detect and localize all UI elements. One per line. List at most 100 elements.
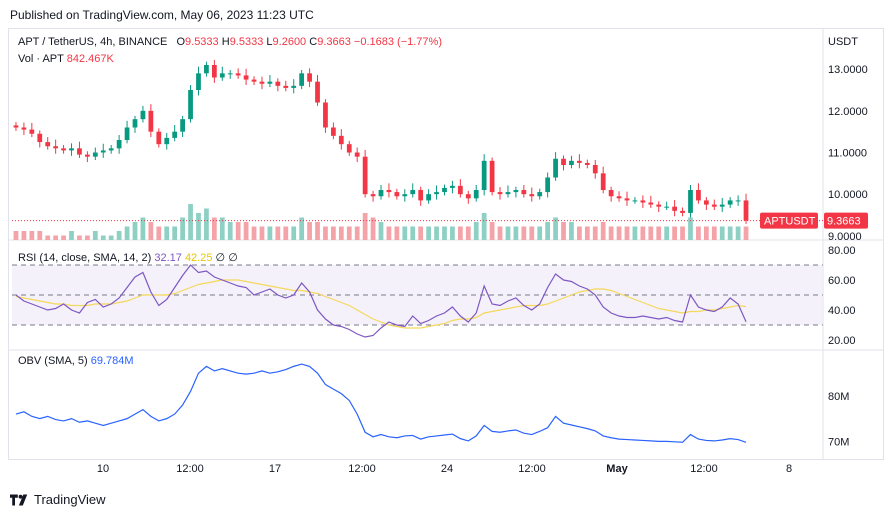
time-axis-tick: 12:00 (690, 463, 718, 475)
volume-bar (696, 226, 701, 240)
volume-bar (338, 226, 344, 240)
volume-bar (53, 235, 59, 240)
rsi-extra-2: ∅ (228, 252, 238, 264)
volume-bar (164, 226, 170, 240)
candle-body (497, 192, 503, 195)
candle-body (267, 81, 273, 84)
time-axis-tick: 12:00 (348, 463, 376, 475)
volume-bar (497, 226, 503, 240)
candle-body (719, 204, 725, 207)
price-axis-tick: 9.0000 (828, 231, 862, 243)
volume-bar (688, 217, 693, 240)
volume-bar (489, 222, 495, 240)
volume-bar (370, 217, 376, 240)
candle-body (172, 131, 178, 138)
candle-body (457, 185, 463, 195)
price-axis-tick: 13.0000 (828, 64, 868, 76)
time-axis-tick: 12:00 (176, 463, 204, 475)
candle-body (624, 198, 630, 201)
candle-body (465, 194, 471, 199)
volume-bar (283, 226, 289, 240)
volume-label: Vol · APT (18, 53, 64, 65)
rsi-extra-1: ∅ (215, 252, 226, 264)
volume-bar (275, 226, 281, 240)
candle-body (61, 148, 66, 151)
volume-bar (640, 226, 646, 240)
time-axis-tick: 17 (269, 463, 281, 475)
price-tag-value: 9.3663 (827, 216, 861, 228)
candle-body (53, 146, 59, 149)
rsi-label: RSI (14, close, SMA, 14, 2) (18, 252, 152, 264)
volume-bar (703, 226, 709, 240)
price-axis-currency: USDT (828, 36, 858, 48)
time-axis-tick: 12:00 (518, 463, 546, 475)
candle-body (489, 160, 495, 193)
volume-bar (100, 235, 106, 240)
volume-bar (331, 226, 336, 240)
volume-bar (656, 226, 662, 240)
ohlc-low: 9.2600 (272, 36, 307, 48)
candle-body (505, 192, 511, 195)
volume-bar (735, 226, 741, 240)
volume-bar (465, 226, 471, 240)
footer-brand: TradingView (34, 492, 106, 507)
rsi-legend: RSI (14, close, SMA, 14, 2) 32.17 42.25 … (18, 251, 238, 264)
candle-body (600, 173, 606, 190)
time-axis-tick: May (606, 463, 628, 475)
candle-body (362, 156, 368, 195)
ohlc-high-label: H (221, 36, 230, 48)
candle-body (656, 204, 662, 207)
candle-body (132, 119, 138, 128)
volume-bar (259, 226, 265, 240)
ohlc-close: 9.3663 (317, 36, 351, 48)
candle-body (378, 190, 384, 197)
rsi-sma-value: 42.25 (184, 252, 213, 264)
volume-bar (592, 226, 598, 240)
candle-body (259, 81, 265, 84)
candle-body (680, 210, 685, 213)
candle-body (188, 90, 193, 120)
candle-body (442, 187, 447, 193)
rsi-axis-tick: 20.00 (828, 335, 856, 347)
candle-body (386, 190, 392, 193)
volume-bar (481, 213, 487, 240)
candle-body (21, 127, 27, 130)
price-tag-ticker: APTUSDT (764, 216, 816, 228)
candle-body (37, 133, 43, 143)
volume-bar (616, 226, 622, 240)
candle-body (275, 81, 281, 86)
volume-bar (85, 235, 90, 240)
candle-body (299, 73, 305, 86)
volume-value: 842.467K (66, 53, 114, 65)
tradingview-footer[interactable]: TradingView (10, 492, 106, 507)
candle-body (592, 165, 598, 174)
candle-body (703, 200, 709, 205)
volume-bar (13, 231, 19, 240)
candle-body (545, 177, 551, 193)
candle-body (331, 127, 336, 136)
candle-body (346, 144, 352, 153)
volume-bar (251, 226, 257, 240)
candle-body (553, 158, 558, 178)
candle-body (370, 194, 376, 197)
obv-axis-tick: 80M (828, 391, 849, 403)
volume-bar (362, 213, 368, 240)
volume-bar (37, 231, 43, 240)
volume-bar (450, 226, 455, 240)
candle-body (29, 129, 35, 134)
volume-bar (29, 231, 35, 240)
volume-bar (21, 231, 27, 240)
volume-bar (108, 235, 114, 240)
volume-bar (719, 226, 725, 240)
candle-body (69, 148, 74, 151)
candle-body (529, 194, 535, 197)
candle-body (291, 85, 297, 88)
volume-bar (378, 222, 384, 240)
volume-bar (608, 226, 614, 240)
candle-body (227, 73, 233, 75)
volume-bar (180, 217, 185, 240)
volume-bar (664, 226, 670, 240)
time-axis-tick: 24 (441, 463, 453, 475)
candle-body (148, 110, 154, 132)
